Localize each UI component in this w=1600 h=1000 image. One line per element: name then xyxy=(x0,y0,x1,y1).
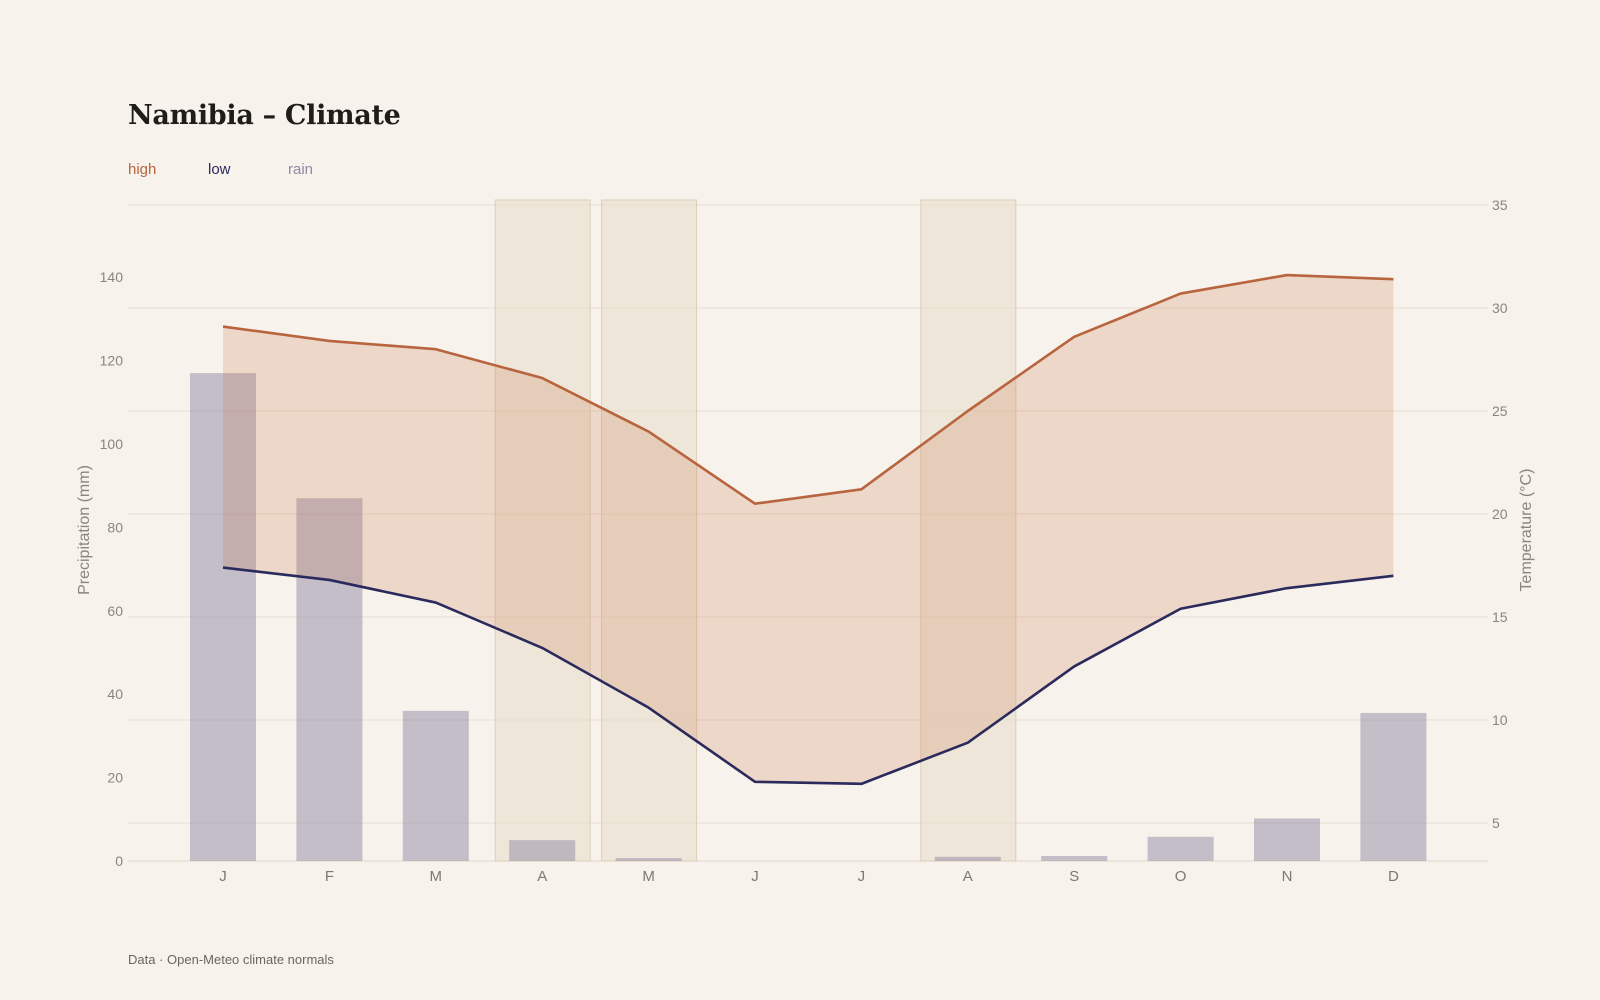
highlight-band xyxy=(494,199,591,862)
x-axis-tick: M xyxy=(642,868,655,885)
high-temperature-line xyxy=(222,273,1394,506)
legend-item-rain: rain xyxy=(288,161,314,178)
left-axis-tick: 60 xyxy=(107,603,123,619)
rain-bar xyxy=(1254,818,1320,861)
x-axis-tick: N xyxy=(1282,868,1293,885)
highlight-band xyxy=(920,199,1017,862)
temperature-range-area xyxy=(223,275,1394,784)
low-temperature-line xyxy=(222,566,1394,786)
right-axis-label: Temperature (°C) xyxy=(1518,469,1535,592)
left-axis-tick: 0 xyxy=(115,853,123,869)
x-axis-tick: A xyxy=(963,868,973,885)
left-axis-tick: 40 xyxy=(107,686,123,702)
x-axis-tick: S xyxy=(1069,868,1079,885)
rain-bar xyxy=(296,498,363,861)
right-axis-tick: 5 xyxy=(1492,815,1500,831)
rain-bar xyxy=(934,856,1001,861)
x-axis-tick: F xyxy=(325,868,334,885)
rain-bar xyxy=(402,710,469,861)
chart-title: Namibia – Climate xyxy=(128,100,401,131)
x-axis-tick: J xyxy=(751,868,759,885)
rain-bar xyxy=(1147,836,1214,861)
right-axis-tick: 35 xyxy=(1492,197,1508,213)
left-axis-tick: 100 xyxy=(100,436,124,452)
left-axis-tick: 120 xyxy=(100,353,124,369)
right-axis-tick: 30 xyxy=(1492,300,1508,316)
x-axis-tick: M xyxy=(430,868,443,885)
x-axis-tick: O xyxy=(1175,868,1187,885)
x-axis-tick: J xyxy=(858,868,866,885)
rain-bar xyxy=(509,840,576,861)
legend-item-low: low xyxy=(208,161,231,178)
x-axis-tick: J xyxy=(219,868,227,885)
legend-item-high: high xyxy=(128,161,157,178)
right-axis-tick: 10 xyxy=(1492,712,1508,728)
right-axis-tick: 15 xyxy=(1492,609,1508,625)
rain-bar xyxy=(1041,855,1108,861)
left-axis-tick: 80 xyxy=(107,519,123,535)
rain-bar xyxy=(615,858,682,861)
left-axis-label: Precipitation (mm) xyxy=(76,465,93,595)
right-axis-tick: 25 xyxy=(1492,403,1508,419)
left-axis-tick: 20 xyxy=(107,770,123,786)
x-axis-tick: D xyxy=(1388,868,1399,885)
source-note: Data · Open-Meteo climate normals xyxy=(128,952,334,967)
x-axis-tick: A xyxy=(537,868,547,885)
left-axis-tick: 140 xyxy=(100,269,124,285)
right-axis-tick: 20 xyxy=(1492,506,1508,522)
rain-bar xyxy=(1360,712,1427,861)
rain-bar xyxy=(190,373,256,861)
